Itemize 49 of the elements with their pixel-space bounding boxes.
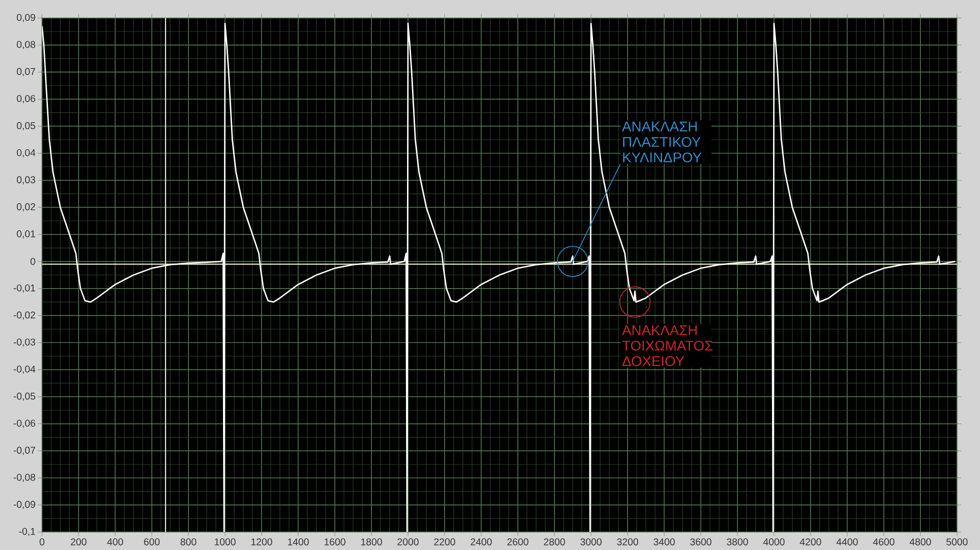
- y-tick-label: 0: [30, 258, 36, 265]
- x-tick-label: 1800: [361, 538, 382, 546]
- line-series: [42, 22, 956, 532]
- x-tick-label: 1200: [251, 538, 272, 546]
- y-tick-label: 0,05: [16, 122, 36, 130]
- x-tick-label: 4600: [873, 538, 894, 546]
- x-tick-label: 0: [40, 538, 44, 546]
- x-tick-label: 5000: [946, 538, 968, 546]
- x-tick-label: 3800: [726, 538, 748, 546]
- x-tick-label: 4400: [836, 538, 858, 546]
- x-tick-label: 400: [107, 538, 124, 546]
- x-tick-label: 2200: [434, 538, 456, 546]
- annotation: ΑΝΑΚΛΑΣΗ ΤΟΙΧΩΜΑΤΟΣ ΔΟΧΕΙΟΥ: [622, 325, 712, 366]
- x-tick-label: 4800: [910, 538, 931, 546]
- annotation: ΑΝΑΚΛΑΣΗ ΠΛΑΣΤΙΚΟΥ ΚΥΛΙΝΔΡΟΥ: [622, 122, 702, 162]
- x-tick-label: 2400: [470, 538, 492, 546]
- x-tick-label: 3000: [580, 538, 602, 546]
- y-tick-label: 0,01: [16, 230, 36, 238]
- x-tick-label: 200: [70, 538, 86, 546]
- y-tick-label: 0,08: [16, 40, 36, 50]
- y-tick-label: -0,02: [14, 312, 36, 320]
- x-tick-label: 600: [144, 538, 160, 546]
- y-tick-label: -0,06: [14, 420, 36, 428]
- x-tick-label: 2000: [398, 538, 419, 546]
- y-tick-label: 0,03: [16, 176, 36, 184]
- x-tick-label: 2600: [507, 538, 528, 546]
- y-tick-label: -0,09: [14, 500, 36, 509]
- x-tick-label: 1600: [324, 538, 346, 546]
- x-tick-label: 4000: [763, 538, 785, 546]
- y-tick-label: 0,04: [16, 149, 36, 158]
- x-tick-label: 3400: [654, 538, 675, 546]
- y-tick-label: 0,09: [16, 14, 36, 22]
- y-tick-label: -0,07: [14, 446, 36, 455]
- y-tick-label: -0,03: [14, 338, 36, 347]
- y-tick-label: 0,06: [16, 95, 36, 104]
- x-tick-label: 4200: [800, 538, 822, 546]
- y-tick-label: -0,1: [19, 528, 36, 536]
- y-tick-label: -0,08: [14, 474, 36, 482]
- y-tick-label: -0,05: [14, 392, 36, 401]
- x-tick-label: 3600: [690, 538, 712, 546]
- y-tick-label: 0,07: [16, 68, 36, 76]
- y-tick-label: -0,01: [14, 284, 36, 293]
- x-tick-label: 1000: [214, 538, 236, 546]
- y-tick-label: 0,02: [16, 203, 36, 212]
- x-tick-label: 800: [180, 538, 196, 546]
- y-tick-label: -0,04: [14, 366, 36, 374]
- x-tick-label: 3200: [617, 538, 638, 546]
- x-tick-label: 1400: [288, 538, 309, 546]
- x-tick-label: 2800: [544, 538, 565, 546]
